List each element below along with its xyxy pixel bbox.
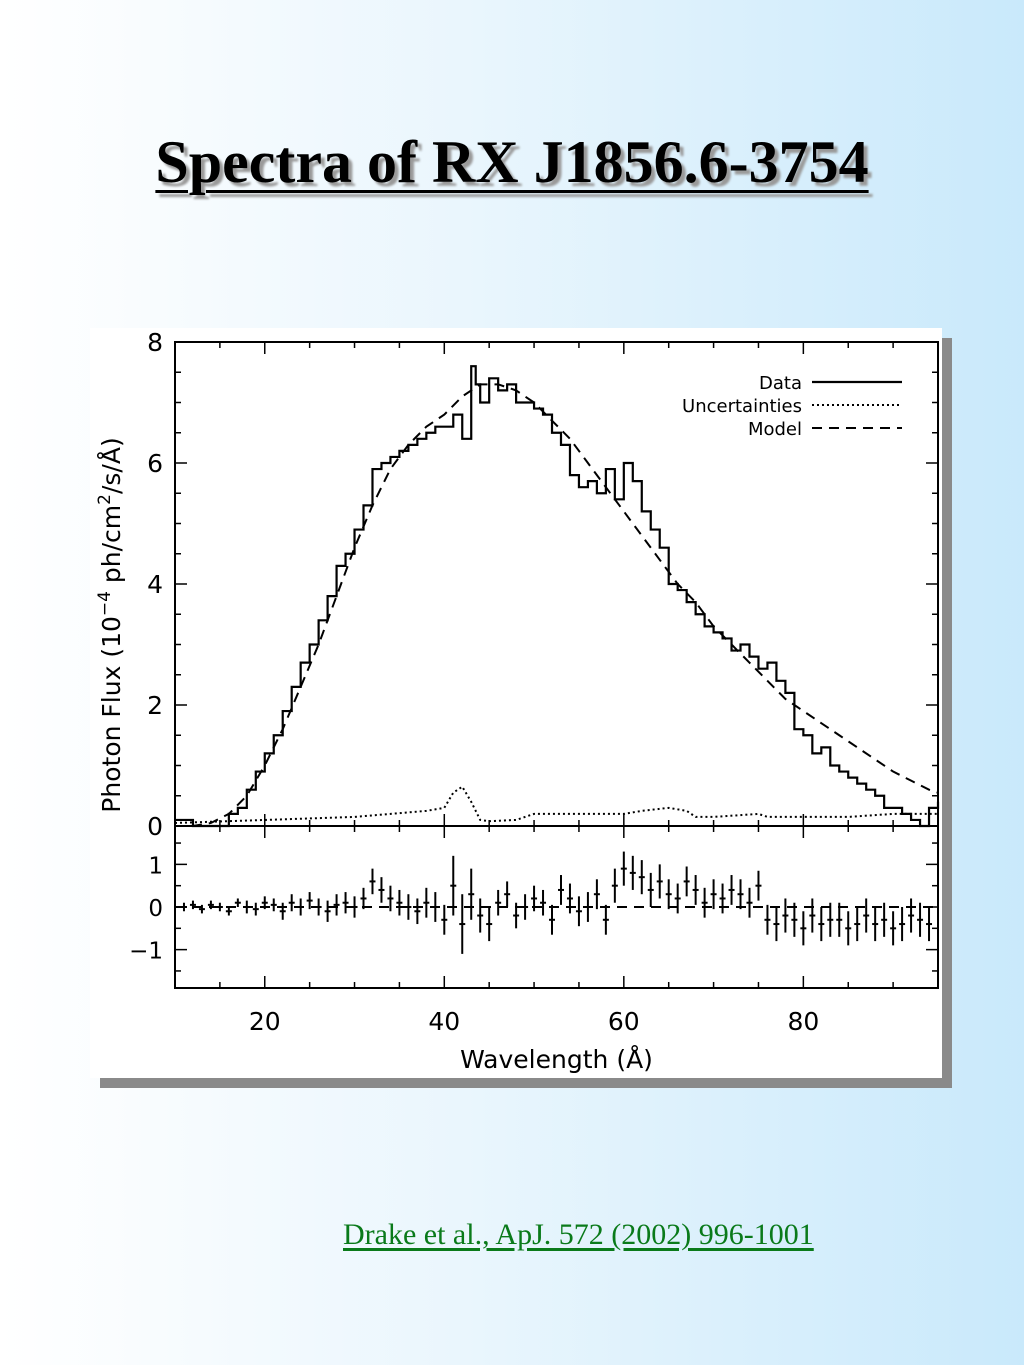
y-tick-label: 0 <box>147 812 163 841</box>
chart-figure: 20 40 60 80 Wavelength (Å) 0 2 4 6 8 −1 0 1 Photon Fl… <box>90 328 942 1078</box>
series-model-line <box>175 383 939 827</box>
top-panel-frame <box>174 341 939 827</box>
slide-title: Spectra of RX J1856.6-3754 <box>155 129 869 195</box>
x-tick-label: 80 <box>787 1007 819 1036</box>
legend-label: Data <box>759 373 802 394</box>
series-uncertainties-line <box>174 785 938 824</box>
y-tick-label: −1 <box>129 939 163 965</box>
citation-link[interactable]: Drake et al., ApJ. 572 (2002) 996-1001 <box>343 1218 814 1251</box>
x-tick-label: 60 <box>608 1007 640 1036</box>
y-tick-label: 1 <box>148 853 163 879</box>
spectrum-chart: 20 40 60 80 Wavelength (Å) 0 2 4 6 8 −1 0 1 Photon Fl… <box>95 328 940 1074</box>
x-axis-label: Wavelength (Å) <box>460 1045 653 1074</box>
y-axis-label-part: ph/cm <box>97 505 126 591</box>
y-axis-label-part: Photon Flux (10 <box>97 616 126 813</box>
y-tick-label: 4 <box>147 570 163 599</box>
y-axis-label-part: −4 <box>95 591 115 616</box>
y-axis-label: Photon Flux (10−4 ph/cm2/s/Å) <box>95 437 126 812</box>
y-tick-label: 0 <box>148 896 163 922</box>
y-tick-label: 8 <box>147 328 163 357</box>
legend-label: Model <box>748 419 802 440</box>
y-tick-label: 6 <box>147 449 163 478</box>
x-tick-label: 20 <box>249 1007 281 1036</box>
series-data-line <box>175 365 940 828</box>
y-tick-label: 2 <box>147 691 163 720</box>
y-axis-label-part: /s/Å) <box>97 437 126 494</box>
x-tick-label: 40 <box>428 1007 460 1036</box>
legend-label: Uncertainties <box>682 396 802 417</box>
y-axis-label-part: 2 <box>95 494 115 505</box>
